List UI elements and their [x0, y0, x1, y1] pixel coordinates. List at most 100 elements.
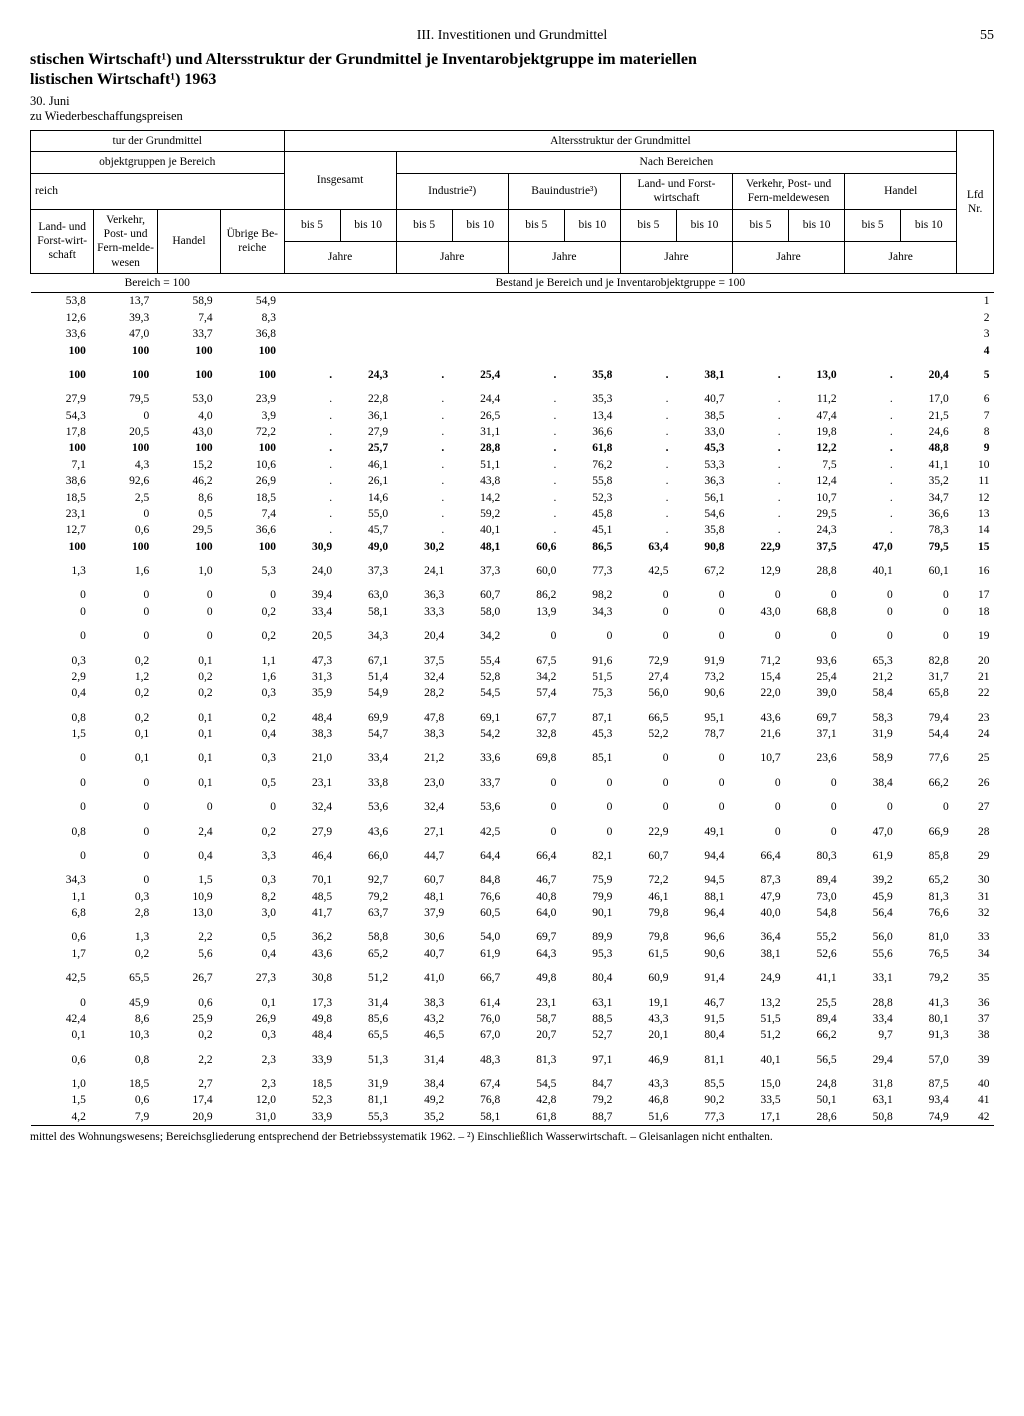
table-cell: 100 [157, 440, 220, 456]
table-cell [733, 326, 789, 342]
table-cell: 0 [789, 799, 845, 815]
table-cell: 0 [901, 799, 957, 815]
table-row: 000039,463,036,360,786,298,200000017 [31, 587, 994, 603]
table-row [31, 791, 994, 799]
table-cell: 20,5 [94, 424, 157, 440]
table-cell: 0,2 [157, 1027, 220, 1043]
table-row: 0,80,20,10,248,469,947,869,167,787,166,5… [31, 710, 994, 726]
table-cell: 47,3 [284, 653, 340, 669]
table-cell: 91,3 [901, 1027, 957, 1043]
table-cell [676, 293, 732, 310]
table-cell: 0 [845, 587, 901, 603]
table-cell: 5,6 [157, 946, 220, 962]
table-cell: 58,1 [452, 1109, 508, 1126]
table-cell: 41,3 [901, 995, 957, 1011]
table-cell: 66,5 [620, 710, 676, 726]
table-cell: 61,4 [452, 995, 508, 1011]
table-cell: 98,2 [564, 587, 620, 603]
table-cell: 86,2 [508, 587, 564, 603]
table-cell: 80,1 [901, 1011, 957, 1027]
table-cell: 67,5 [508, 653, 564, 669]
table-cell: 0,6 [31, 929, 94, 945]
table-cell: 74,9 [901, 1109, 957, 1126]
table-cell: 4 [957, 343, 994, 359]
table-cell: 3,0 [221, 905, 284, 921]
table-cell: 20,1 [620, 1027, 676, 1043]
table-cell: 22,9 [733, 539, 789, 555]
table-cell: 0 [789, 628, 845, 644]
table-cell: 56,1 [676, 490, 732, 506]
table-cell: 0 [94, 587, 157, 603]
table-cell: 0 [31, 995, 94, 1011]
table-cell: 60,1 [901, 563, 957, 579]
table-cell: . [845, 506, 901, 522]
table-cell: 17 [957, 587, 994, 603]
table-cell: 0,1 [31, 1027, 94, 1043]
table-cell: . [620, 473, 676, 489]
th-j6: Jahre [845, 241, 957, 273]
th-objekt: objektgruppen je Bereich [31, 152, 285, 173]
table-cell: 39,4 [284, 587, 340, 603]
table-cell: 96,4 [676, 905, 732, 921]
table-cell: 89,4 [789, 872, 845, 888]
table-cell: 38,3 [284, 726, 340, 742]
table-cell: 13,7 [94, 293, 157, 310]
table-cell: 0,1 [157, 726, 220, 742]
table-cell: . [845, 457, 901, 473]
table-cell: 43,3 [620, 1011, 676, 1027]
table-cell: 33,4 [284, 604, 340, 620]
table-cell: 51,4 [340, 669, 396, 685]
table-cell: . [620, 506, 676, 522]
table-row [31, 702, 994, 710]
table-cell: 38,3 [396, 726, 452, 742]
table-cell: 43,3 [620, 1076, 676, 1092]
table-cell: 26,1 [340, 473, 396, 489]
table-cell [396, 343, 452, 359]
table-cell: 45,7 [340, 522, 396, 538]
table-cell: 1,3 [94, 929, 157, 945]
table-cell: 33,4 [340, 750, 396, 766]
table-cell: 17,4 [157, 1092, 220, 1108]
table-cell: 81,3 [901, 889, 957, 905]
table-cell [396, 310, 452, 326]
table-cell: 12,0 [221, 1092, 284, 1108]
table-cell: 91,6 [564, 653, 620, 669]
table-cell: 0 [845, 604, 901, 620]
table-cell [676, 343, 732, 359]
table-cell: 0 [94, 408, 157, 424]
table-row: 38,692,646,226,9.26,1.43,8.55,8.36,3.12,… [31, 473, 994, 489]
table-cell: 21,0 [284, 750, 340, 766]
table-cell: 57,4 [508, 685, 564, 701]
table-cell: 36,6 [221, 522, 284, 538]
table-cell: 0 [620, 799, 676, 815]
table-cell: 7,1 [31, 457, 94, 473]
table-cell: 92,6 [94, 473, 157, 489]
th-hand2: Handel [845, 173, 957, 209]
table-cell: 20,9 [157, 1109, 220, 1126]
table-cell: 100 [221, 367, 284, 383]
table-cell: 79,2 [564, 1092, 620, 1108]
table-cell: 43,0 [157, 424, 220, 440]
table-cell: 21,5 [901, 408, 957, 424]
th-col-verkehr: Verkehr, Post- und Fern-melde-wesen [94, 209, 157, 274]
table-cell: 32,4 [396, 669, 452, 685]
table-cell: 79,9 [564, 889, 620, 905]
table-cell: 38 [957, 1027, 994, 1043]
table-cell: 1,6 [221, 669, 284, 685]
table-row [31, 816, 994, 824]
th-tur: tur der Grundmittel [31, 131, 285, 152]
table-cell: 14,6 [340, 490, 396, 506]
table-cell: 75,9 [564, 872, 620, 888]
table-cell: 48,1 [396, 889, 452, 905]
table-cell: 43,6 [284, 946, 340, 962]
table-cell: 24,4 [452, 391, 508, 407]
table-cell: 0 [789, 824, 845, 840]
table-cell: 26,9 [221, 1011, 284, 1027]
table-cell: 92,7 [340, 872, 396, 888]
table-row: 34,301,50,370,192,760,784,846,775,972,29… [31, 872, 994, 888]
table-cell: 60,6 [508, 539, 564, 555]
table-cell: 90,2 [676, 1092, 732, 1108]
table-row: 54,304,03,9.36,1.26,5.13,4.38,5.47,4.21,… [31, 408, 994, 424]
table-cell: 24 [957, 726, 994, 742]
table-cell: 44,7 [396, 848, 452, 864]
